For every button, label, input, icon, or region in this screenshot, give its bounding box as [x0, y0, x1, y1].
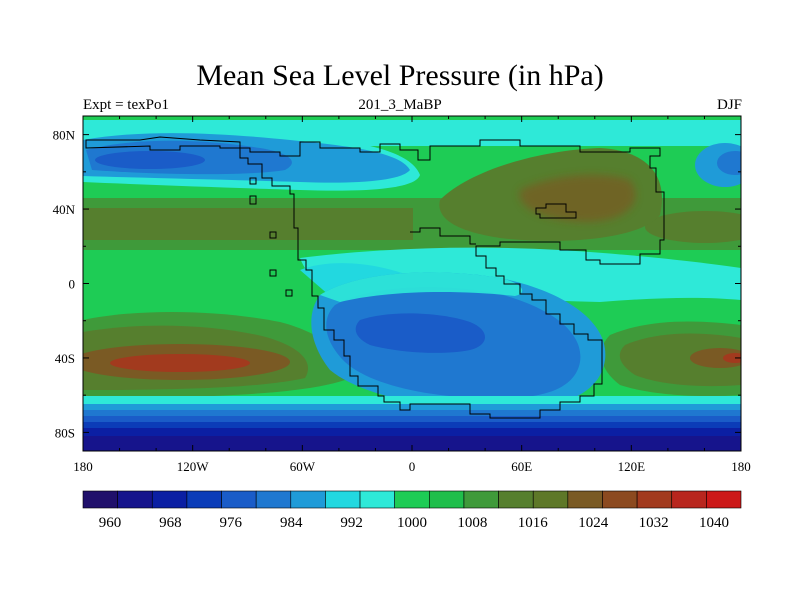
plot-title: Mean Sea Level Pressure (in hPa)	[196, 59, 604, 92]
colorbar-swatch	[567, 490, 603, 509]
colorbar-label: 960	[99, 515, 122, 531]
latitude-labels: 80N 40N 0 40S 80S	[53, 128, 76, 441]
colorbar-label: 1016	[518, 515, 549, 531]
colorbar-swatch	[394, 490, 430, 509]
longitude-tick-label: 60W	[290, 459, 316, 474]
latitude-tick-label: 40S	[55, 351, 75, 366]
longitude-labels: 180 120W 60W 0 60E 120E 180	[73, 459, 751, 474]
colorbar-swatch	[602, 490, 638, 509]
colorbar-swatch	[255, 490, 292, 509]
colorbar-swatch	[359, 490, 395, 509]
latitude-tick-label: 0	[69, 277, 76, 292]
colorbar-swatch	[636, 490, 673, 509]
colorbar-label: 968	[159, 515, 182, 531]
colorbar-labels: 960 968 976 984 992 1000 1008 1016 1024 1032 1040	[99, 515, 729, 531]
longitude-tick-label: 120E	[618, 459, 646, 474]
colorbar	[82, 490, 742, 509]
experiment-label: Expt = texPo1	[83, 97, 169, 113]
longitude-tick-label: 0	[409, 459, 416, 474]
colorbar-swatch	[325, 490, 361, 509]
longitude-tick-label: 60E	[511, 459, 532, 474]
case-label: 201_3_MaBP	[358, 97, 442, 113]
colorbar-swatch	[151, 490, 188, 509]
colorbar-swatch	[117, 490, 153, 509]
latitude-tick-label: 80S	[55, 425, 75, 440]
colorbar-label: 1008	[457, 515, 487, 531]
colorbar-label: 992	[340, 515, 363, 531]
colorbar-label: 1040	[699, 515, 729, 531]
colorbar-swatch	[706, 490, 742, 509]
colorbar-label: 1024	[578, 515, 609, 531]
colorbar-label: 984	[280, 515, 303, 531]
colorbar-label: 976	[220, 515, 243, 531]
coastline-overlay	[85, 136, 665, 419]
latitude-tick-label: 40N	[53, 202, 76, 217]
colorbar-swatch	[671, 490, 707, 509]
axis-ticks	[82, 116, 742, 451]
latitude-tick-label: 80N	[53, 128, 76, 143]
longitude-tick-label: 180	[731, 459, 751, 474]
season-label: DJF	[716, 97, 742, 113]
colorbar-swatch	[290, 490, 326, 509]
colorbar-swatch	[463, 490, 499, 509]
colorbar-swatch	[429, 490, 465, 509]
colorbar-swatch	[186, 490, 222, 509]
colorbar-label: 1000	[397, 515, 427, 531]
colorbar-swatch	[532, 490, 569, 509]
longitude-tick-label: 120W	[177, 459, 210, 474]
pressure-field	[83, 116, 741, 451]
colorbar-label: 1032	[639, 515, 669, 531]
longitude-tick-label: 180	[73, 459, 93, 474]
colorbar-swatch	[221, 490, 257, 509]
colorbar-swatch	[82, 490, 118, 509]
colorbar-swatch	[498, 490, 534, 509]
